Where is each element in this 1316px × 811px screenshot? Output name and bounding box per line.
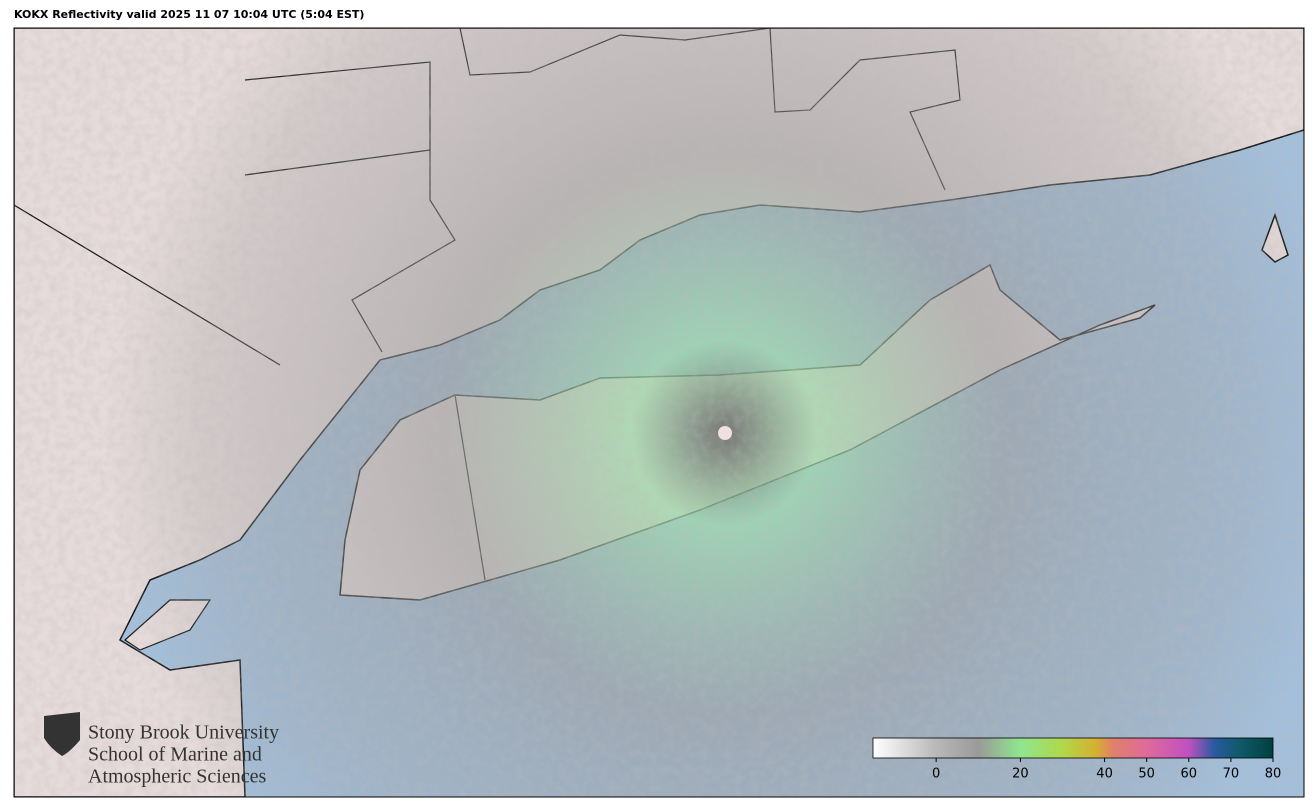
map-frame	[13, 27, 1305, 798]
colorbar	[872, 737, 1274, 759]
map-layer	[14, 28, 1304, 797]
logo-line: Stony Brook University	[88, 722, 279, 744]
logo-line: School of Marine and	[88, 744, 262, 766]
radar-texture	[14, 28, 1304, 797]
radar-site	[718, 426, 732, 440]
colorbar-tick-label: 60	[1181, 767, 1198, 782]
colorbar-tick-label: 70	[1223, 767, 1240, 782]
colorbar-tick-label: 20	[1012, 767, 1029, 782]
logo-shield	[44, 712, 80, 756]
title: KOKX Reflectivity valid 2025 11 07 10:04…	[14, 8, 364, 21]
colorbar-tick-label: 80	[1265, 767, 1282, 782]
colorbar-tick-label: 40	[1096, 767, 1113, 782]
colorbar-tick-label: 0	[932, 767, 940, 782]
colorbar-tick-label: 50	[1138, 767, 1155, 782]
logo: Stony Brook University School of Marine …	[44, 712, 279, 788]
logo-line: Atmospheric Sciences	[88, 766, 266, 788]
